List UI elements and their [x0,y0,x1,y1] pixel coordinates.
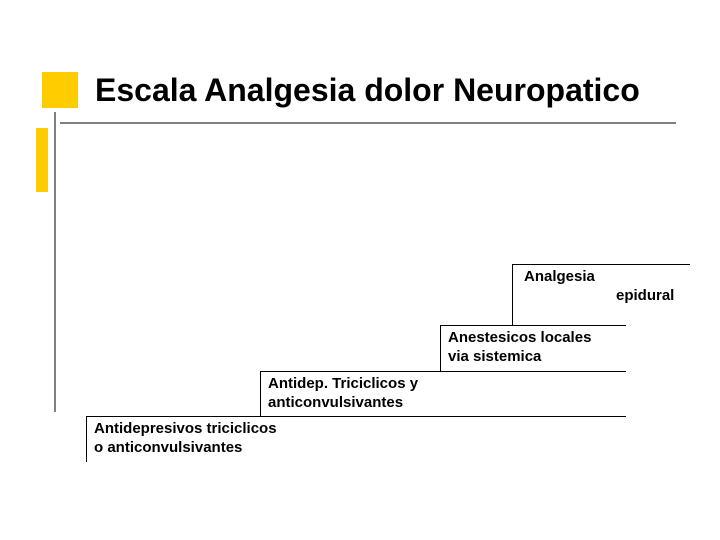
slide: Escala Analgesia dolor Neuropatico Analg… [0,0,720,540]
rule-horizontal [60,122,676,124]
accent-box-left [36,128,48,192]
step1-line1: Antidepresivos triciclicos [94,420,277,437]
step4-line2: epidural [524,287,674,304]
step1-line2: o anticonvulsivantes [94,439,242,456]
step3-line2: via sistemica [448,348,541,365]
step2-line2: anticonvulsivantes [268,394,403,411]
step-label-3: Anestesicos locales via sistemica [448,329,591,367]
step3-line1: Anestesicos locales [448,329,591,346]
step2-line1: Antidep. Triciclicos y [268,375,418,392]
rule-vertical [54,112,56,412]
step4-line1: Analgesia [524,268,595,285]
page-title: Escala Analgesia dolor Neuropatico [95,72,640,109]
step-label-1: Antidepresivos triciclicos o anticonvuls… [94,420,277,458]
step-label-4: Analgesia epidural [524,268,674,306]
accent-box-top [42,72,78,108]
step-label-2: Antidep. Triciclicos y anticonvulsivante… [268,375,418,413]
